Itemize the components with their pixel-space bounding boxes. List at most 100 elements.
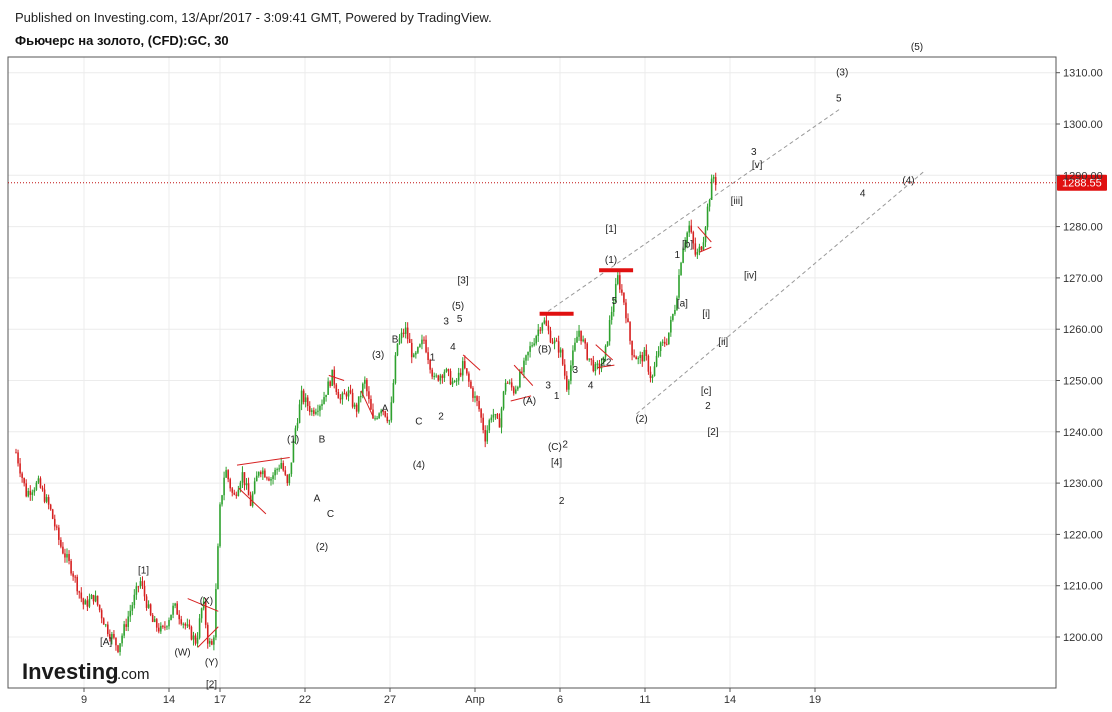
candle-body [492, 414, 495, 418]
wave-label: 3 [545, 381, 551, 392]
candle-body [574, 342, 576, 351]
candle-body [396, 343, 399, 356]
wave-label: (2) [316, 542, 328, 553]
candle-body [484, 430, 486, 442]
candle-body [90, 594, 93, 599]
wave-marker-line [238, 487, 267, 515]
candle-body [41, 487, 44, 490]
candle-body [223, 477, 225, 496]
candle-body [125, 624, 127, 627]
candle-body [80, 592, 83, 599]
candle-body [594, 364, 597, 372]
resistance-bars [539, 268, 634, 316]
candle-body [249, 495, 252, 506]
candle-body [502, 391, 505, 409]
candle-body [155, 619, 158, 628]
candle-body [192, 635, 195, 640]
x-tick-label: 9 [81, 694, 87, 706]
candle-body [674, 310, 676, 315]
candle-body [488, 420, 491, 431]
candle-body [447, 369, 450, 372]
candle-body [245, 483, 248, 486]
candle-body [141, 581, 144, 586]
candle-body [319, 405, 321, 411]
wave-label: 3 [573, 365, 579, 376]
candle-body [602, 356, 605, 365]
candle-body [349, 390, 352, 393]
candle-body [678, 275, 680, 298]
candle-body [668, 332, 670, 345]
candle-body [15, 452, 17, 454]
candle-body [268, 478, 270, 481]
candle-body [31, 492, 34, 495]
candle-body [461, 361, 464, 376]
x-tick-label: 14 [724, 694, 736, 706]
candle-body [306, 397, 309, 407]
candle-body [317, 410, 319, 412]
candle-body [419, 344, 421, 348]
wave-label: [1] [138, 565, 149, 576]
chart-title: Фьючерс на золото, (CFD):GC, 30 [15, 33, 229, 48]
candle-body [170, 614, 172, 621]
candle-body [512, 387, 515, 394]
candle-body [398, 338, 401, 344]
candle-body [402, 332, 405, 334]
candle-body [525, 355, 527, 361]
candle-body [415, 352, 417, 355]
candle-body [406, 327, 409, 339]
candle-body [264, 470, 266, 478]
candle-body [663, 341, 666, 344]
candle-body [204, 601, 207, 625]
wave-label: (5) [911, 42, 923, 53]
candle-body [37, 478, 40, 483]
candle-body [278, 468, 280, 470]
candle-body [129, 610, 132, 617]
candle-body [339, 398, 342, 400]
candle-body [292, 440, 295, 463]
candle-body [341, 393, 344, 400]
candle-body [215, 588, 217, 638]
candle-body [366, 379, 368, 392]
wave-label: 1 [430, 352, 436, 363]
wave-label: B [319, 434, 326, 445]
logo-text: Investing [22, 659, 119, 684]
wave-label: 2 [438, 411, 444, 422]
wave-label: (A) [523, 396, 536, 407]
candle-body [58, 527, 60, 540]
candle-body [64, 553, 66, 558]
wave-label: [1] [605, 224, 616, 235]
candle-body [582, 339, 584, 342]
candle-body [327, 381, 329, 395]
candle-body [476, 396, 478, 401]
candle-body [86, 600, 89, 607]
candle-body [714, 177, 717, 185]
candle-body [578, 330, 580, 337]
candle-body [274, 469, 276, 476]
candle-body [313, 410, 315, 414]
candle-body [325, 394, 327, 398]
wave-label: [2] [206, 680, 217, 691]
candle-body [257, 472, 260, 476]
candle-body [445, 369, 448, 372]
candle-body [459, 372, 462, 376]
wave-label: [A] [100, 637, 112, 648]
wave-label: 4 [450, 342, 456, 353]
candle-body [135, 586, 138, 595]
candle-body [53, 518, 56, 527]
candle-body [329, 381, 331, 386]
candle-body [217, 546, 219, 589]
candle-body [145, 596, 148, 608]
wave-marker-line [697, 226, 712, 243]
candle-body [500, 408, 503, 428]
candle-body [368, 391, 370, 400]
wave-markers [187, 226, 712, 648]
candle-body [682, 248, 684, 263]
candle-body [535, 336, 537, 344]
candle-body [266, 477, 268, 479]
candle-body [641, 354, 644, 362]
candle-body [180, 619, 183, 624]
candle-body [364, 379, 366, 384]
price-axis: 1200.00 1210.00 1220.00 1230.00 1240.00 1250.… [1056, 68, 1103, 644]
chart-grid [8, 57, 1056, 688]
